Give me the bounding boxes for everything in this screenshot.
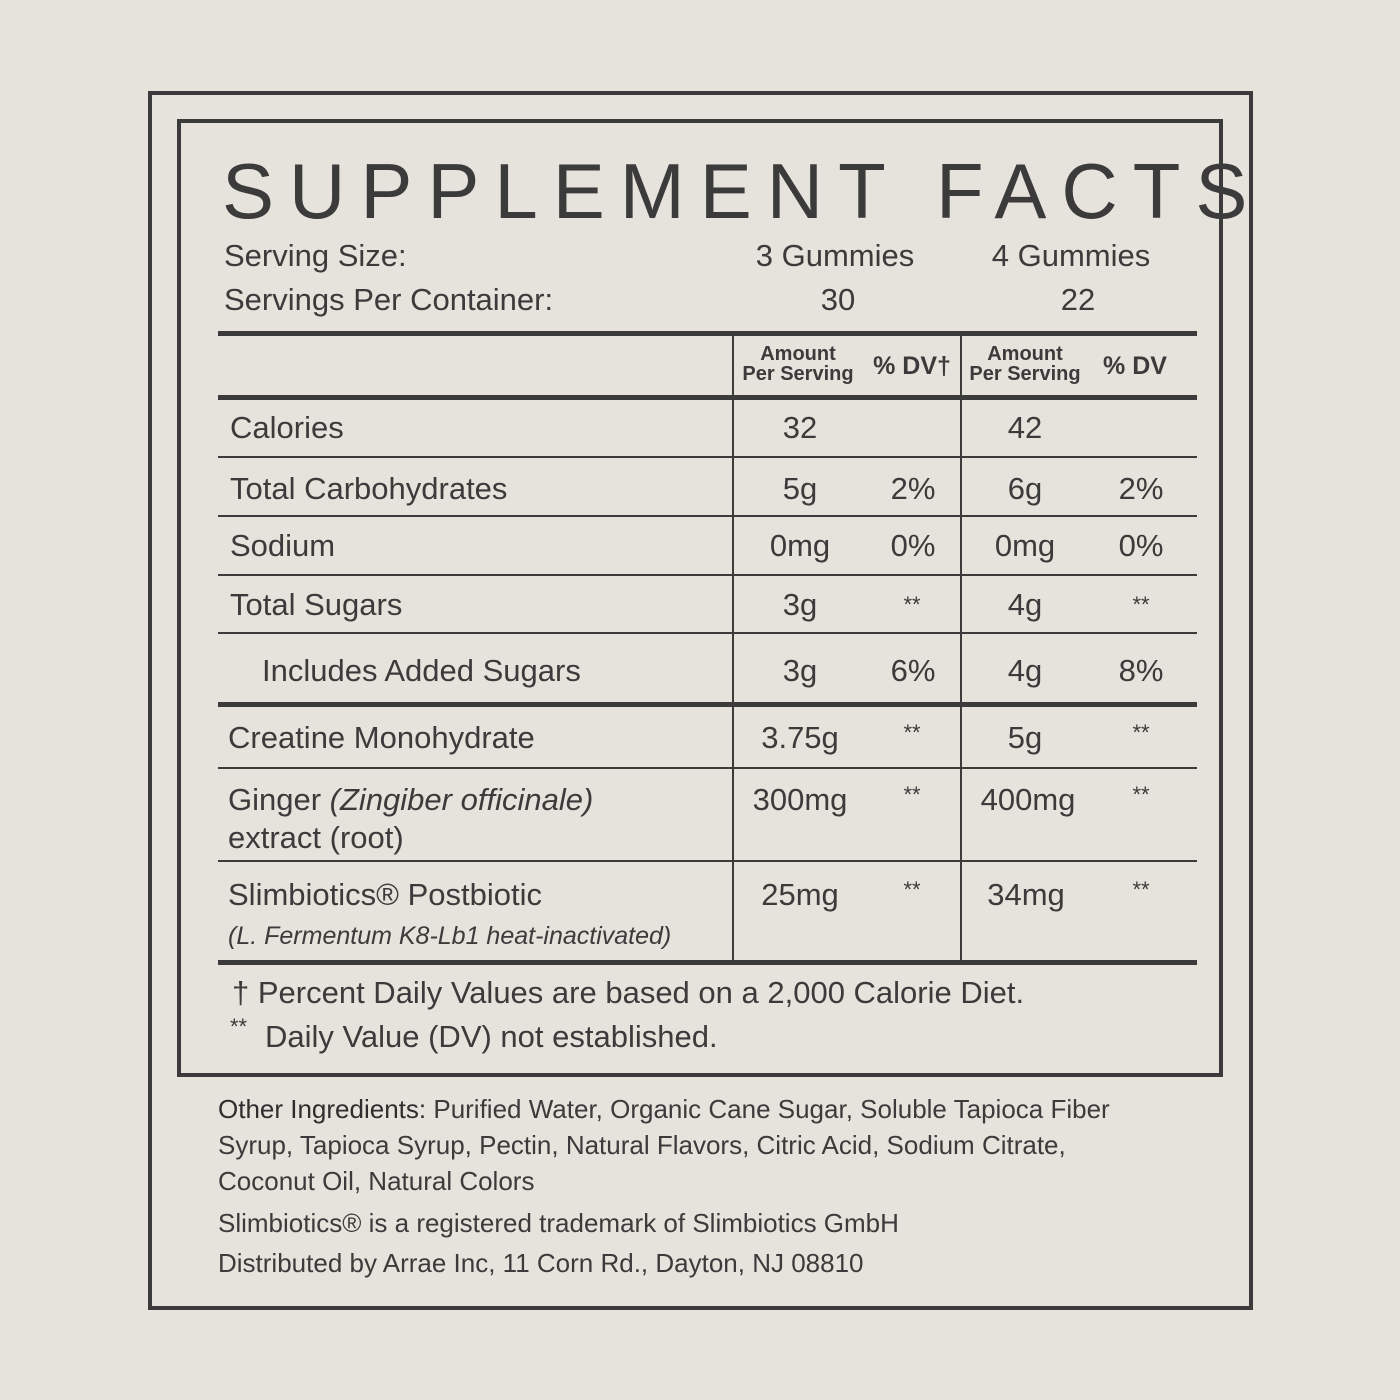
panel-title: SUPPLEMENT FACTS	[222, 147, 1263, 235]
amount-2: 42	[1007, 410, 1043, 445]
amount-1: 5g	[782, 471, 818, 506]
dv-1: 0%	[890, 528, 936, 563]
other-ingredients: Other Ingredients: Purified Water, Organ…	[218, 1091, 1118, 1199]
serving-size-1: 3 Gummies	[755, 238, 915, 273]
dv-2: 2%	[1118, 471, 1164, 506]
dv-1: 6%	[890, 653, 936, 688]
dv-2: **	[1132, 877, 1150, 902]
divider	[218, 515, 1197, 517]
column-divider	[960, 335, 962, 961]
dv-1: **	[903, 782, 921, 807]
amount-1: 3g	[782, 653, 818, 688]
amount-1: 0mg	[769, 528, 831, 563]
serving-size-2: 4 Gummies	[991, 238, 1151, 273]
divider-thick	[218, 960, 1197, 965]
amount-1: 32	[782, 410, 818, 445]
amount-label: Amount	[760, 343, 836, 365]
dv-1: **	[903, 720, 921, 745]
dv-2: 8%	[1118, 653, 1164, 688]
nutrient-name-line2: extract (root)	[228, 820, 404, 855]
divider	[218, 860, 1197, 862]
divider	[218, 456, 1197, 458]
dv-header-2: % DV	[1103, 352, 1167, 380]
facts-panel-border	[177, 119, 1223, 1077]
nutrient-name: Slimbiotics® Postbiotic	[228, 877, 542, 912]
trademark-notice: Slimbiotics® is a registered trademark o…	[218, 1208, 899, 1238]
ingredient-name: Ginger	[228, 782, 322, 817]
nutrient-name: Sodium	[230, 528, 336, 563]
dv-1: **	[903, 592, 921, 617]
not-established-mark: **	[230, 1014, 248, 1039]
column-divider	[732, 335, 734, 961]
amount-1: 3g	[782, 587, 818, 622]
dv-2: **	[1132, 782, 1150, 807]
nutrient-name: Ginger (Zingiber officinale)	[228, 782, 593, 818]
amount-1: 3.75g	[761, 720, 839, 755]
servings-per-container-label: Servings Per Container:	[224, 282, 554, 317]
dv-header-1: % DV†	[873, 352, 951, 380]
per-serving-label: Per Serving	[969, 363, 1081, 385]
nutrient-name: Calories	[230, 410, 344, 445]
divider-thick	[218, 331, 1197, 336]
dv-2: **	[1132, 592, 1150, 617]
amount-2: 5g	[1007, 720, 1043, 755]
divider-thick	[218, 702, 1197, 707]
amount-2: 6g	[1007, 471, 1043, 506]
servings-count-2: 22	[1060, 282, 1096, 317]
amount-label: Amount	[987, 343, 1063, 365]
amount-2: 4g	[1007, 587, 1043, 622]
servings-count-1: 30	[820, 282, 856, 317]
nutrient-name: Total Sugars	[230, 587, 403, 622]
divider-thick	[218, 395, 1197, 400]
other-ingredients-text: Purified Water, Organic Cane Sugar, Solu…	[218, 1094, 1110, 1196]
amount-2: 0mg	[994, 528, 1056, 563]
nutrient-name: Total Carbohydrates	[230, 471, 508, 506]
other-ingredients-label: Other Ingredients:	[218, 1094, 427, 1124]
per-serving-label: Per Serving	[742, 363, 854, 385]
amount-header-2: Amount Per Serving	[969, 344, 1080, 384]
botanical-name: (Zingiber officinale)	[329, 782, 594, 817]
amount-1: 300mg	[752, 782, 848, 817]
serving-size-label: Serving Size:	[224, 238, 407, 273]
not-established-footnote: Daily Value (DV) not established.	[265, 1019, 718, 1054]
divider	[218, 632, 1197, 634]
outer-border	[148, 91, 1253, 1310]
amount-1: 25mg	[761, 877, 839, 912]
distributor-info: Distributed by Arrae Inc, 11 Corn Rd., D…	[218, 1248, 864, 1278]
amount-2: 34mg	[987, 877, 1065, 912]
amount-2: 400mg	[980, 782, 1076, 817]
amount-header-1: Amount Per Serving	[742, 344, 853, 384]
dv-2: 0%	[1118, 528, 1164, 563]
nutrient-name-line2: (L. Fermentum K8-Lb1 heat-inactivated)	[228, 922, 672, 950]
divider	[218, 767, 1197, 769]
nutrient-name: Creatine Monohydrate	[228, 720, 535, 755]
dv-1: 2%	[890, 471, 936, 506]
dv-1: **	[903, 877, 921, 902]
divider	[218, 574, 1197, 576]
daily-value-footnote: † Percent Daily Values are based on a 2,…	[232, 975, 1025, 1010]
amount-2: 4g	[1007, 653, 1043, 688]
dv-2: **	[1132, 720, 1150, 745]
nutrient-name: Includes Added Sugars	[262, 653, 581, 688]
